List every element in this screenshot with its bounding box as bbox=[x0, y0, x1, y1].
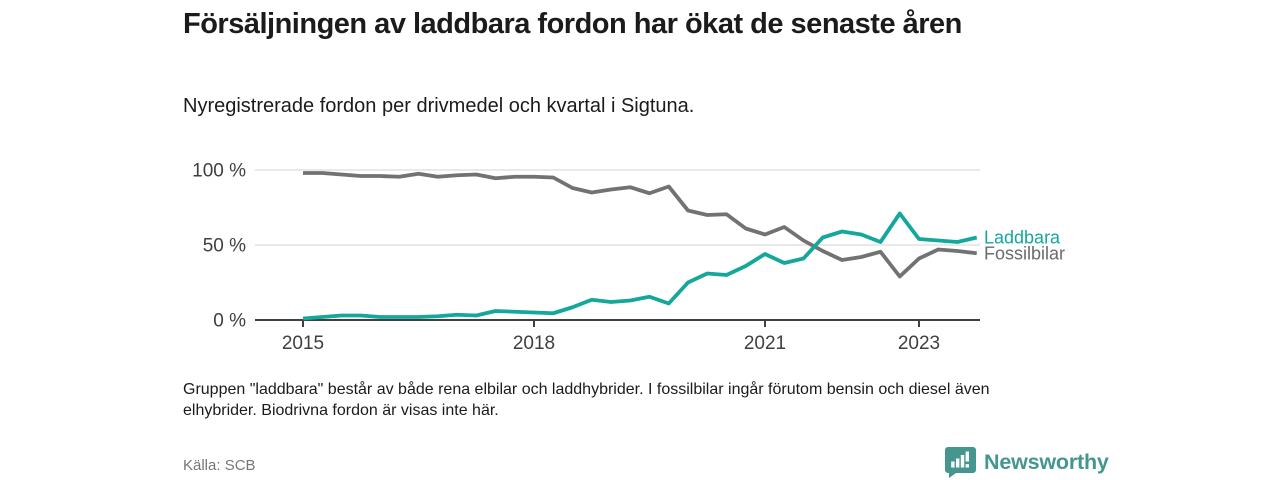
y-axis-tick-label: 100 % bbox=[192, 161, 246, 182]
y-axis-tick-label: 0 % bbox=[213, 311, 246, 332]
chart-footnote: Gruppen "laddbara" består av både rena e… bbox=[183, 381, 990, 419]
series-line-laddbara bbox=[302, 211, 978, 321]
x-axis-tick-label: 2018 bbox=[513, 333, 555, 354]
x-axis-tick-label: 2015 bbox=[282, 333, 324, 354]
bar-chart-speech-bubble-icon bbox=[945, 447, 976, 478]
series-label-laddbara: Laddbara bbox=[984, 228, 1061, 248]
x-axis-tick-label: 2021 bbox=[744, 333, 786, 354]
brand-name: Newsworthy bbox=[984, 449, 1109, 474]
source-note: Källa: SCB bbox=[183, 457, 256, 474]
newsworthy-logo: Newsworthy bbox=[945, 446, 1109, 478]
x-axis-tick-label: 2023 bbox=[898, 333, 940, 354]
series-label-fossilbilar: Fossilbilar bbox=[984, 243, 1065, 263]
chart-title: Försäljningen av laddbara fordon har öka… bbox=[183, 8, 962, 40]
series-line-fossilbilar bbox=[303, 171, 977, 279]
chart-subtitle: Nyregistrerade fordon per drivmedel och … bbox=[183, 95, 695, 117]
y-axis-tick-label: 50 % bbox=[203, 236, 246, 257]
